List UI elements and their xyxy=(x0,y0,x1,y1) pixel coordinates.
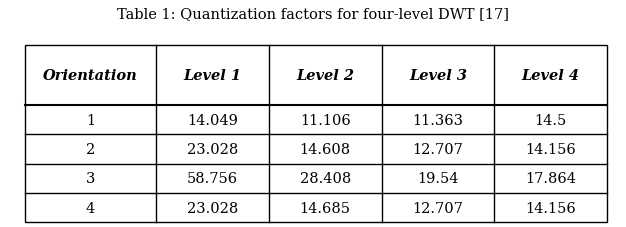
Text: 58.756: 58.756 xyxy=(187,172,238,186)
Text: Level 4: Level 4 xyxy=(522,69,580,82)
Text: 1: 1 xyxy=(86,113,95,127)
Text: 3: 3 xyxy=(86,172,95,186)
Text: 23.028: 23.028 xyxy=(187,201,238,215)
Text: Level 2: Level 2 xyxy=(296,69,354,82)
Text: 14.156: 14.156 xyxy=(525,143,576,156)
Text: 14.608: 14.608 xyxy=(300,143,351,156)
Text: 14.5: 14.5 xyxy=(535,113,567,127)
Text: 19.54: 19.54 xyxy=(417,172,459,186)
Text: Table 1: Quantization factors for four-level DWT [17]: Table 1: Quantization factors for four-l… xyxy=(117,7,509,21)
Text: 4: 4 xyxy=(86,201,95,215)
Text: 14.685: 14.685 xyxy=(300,201,351,215)
Text: 28.408: 28.408 xyxy=(299,172,351,186)
Text: 23.028: 23.028 xyxy=(187,143,238,156)
Text: 12.707: 12.707 xyxy=(413,201,463,215)
Bar xyxy=(25,45,607,222)
Text: Level 3: Level 3 xyxy=(409,69,467,82)
Text: Orientation: Orientation xyxy=(43,69,138,82)
Text: 11.106: 11.106 xyxy=(300,113,351,127)
Text: 12.707: 12.707 xyxy=(413,143,463,156)
Text: 14.156: 14.156 xyxy=(525,201,576,215)
Text: Level 1: Level 1 xyxy=(183,69,241,82)
Text: 2: 2 xyxy=(86,143,95,156)
Text: 14.049: 14.049 xyxy=(187,113,238,127)
Text: 17.864: 17.864 xyxy=(525,172,577,186)
Text: 11.363: 11.363 xyxy=(413,113,463,127)
